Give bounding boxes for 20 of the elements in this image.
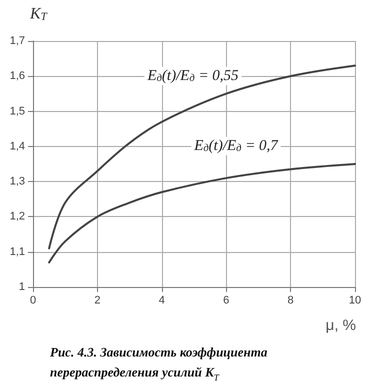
x-tick-label: 8 [288,294,294,306]
x-tick-label: 0 [30,294,36,306]
x-tick-label: 10 [348,294,362,306]
y-tick-label: 1 [18,281,25,293]
y-tick-label: 1,4 [10,140,25,152]
y-tick-label: 1,5 [10,105,25,118]
y-tick-label: 1,6 [10,70,25,82]
y-axis-title: KТ [29,6,48,23]
x-tick-label: 2 [94,294,100,306]
annotation: Eд(t)/Eд = 0,7 [193,138,280,154]
y-tick-label: 1,3 [10,176,25,188]
y-tick-label: 1,2 [10,210,25,223]
x-tick-label: 6 [223,294,230,306]
x-tick-label: 4 [158,294,165,306]
y-tick-label: 1,7 [10,35,25,47]
line-series [48,64,356,250]
line-series [48,163,356,264]
x-axis-title: μ, % [326,317,356,334]
annotation: Eд(t)/Eд = 0,55 [146,68,240,84]
y-tick-label: 1,1 [10,246,25,258]
